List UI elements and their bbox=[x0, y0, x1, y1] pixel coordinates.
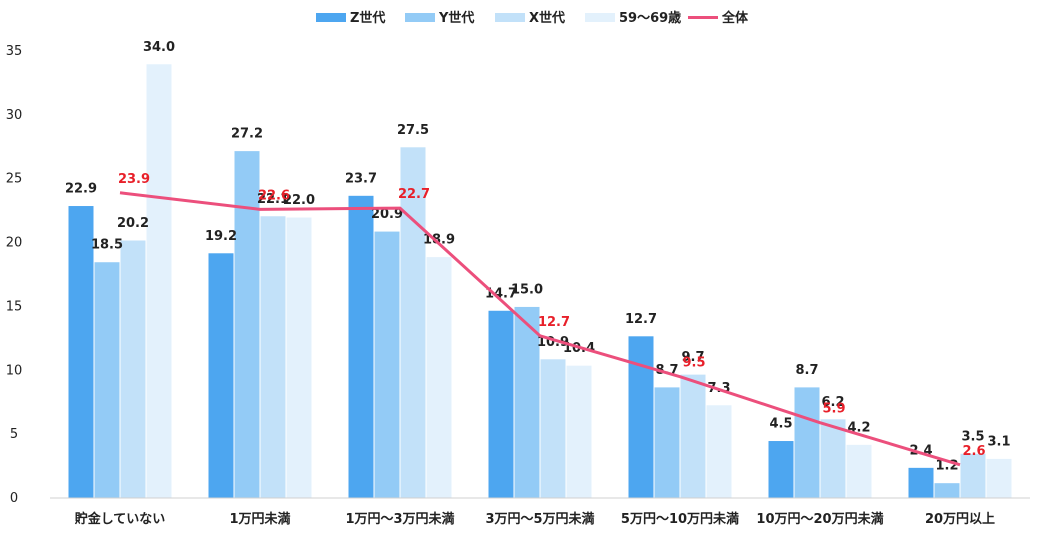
bar-value-label: 20.2 bbox=[117, 216, 149, 231]
bar-value-label: 3.5 bbox=[961, 429, 984, 444]
x-category-label: 20万円以上 bbox=[925, 512, 995, 527]
total-series-line bbox=[119, 191, 961, 467]
bar bbox=[373, 230, 401, 499]
bar-value-label: 20.9 bbox=[371, 207, 403, 222]
bar-value-label: 22.9 bbox=[65, 182, 97, 197]
bar-value-label: 6.2 bbox=[821, 395, 844, 410]
x-category-label: 5万円～10万円未満 bbox=[621, 511, 739, 527]
legend: Z世代 Y世代 X世代 59～69歳 全体 bbox=[316, 10, 749, 26]
bar-value-label: 19.2 bbox=[205, 229, 237, 244]
bar-value-label: 22.0 bbox=[283, 193, 315, 208]
bar-value-label: 22.1 bbox=[257, 192, 289, 207]
bar-value-label: 27.5 bbox=[397, 123, 429, 138]
total-value-label: 2.6 bbox=[962, 444, 985, 459]
bar bbox=[259, 215, 287, 499]
bar bbox=[705, 404, 733, 499]
y-tick-label: 35 bbox=[6, 44, 23, 59]
bar bbox=[399, 146, 427, 499]
bar bbox=[565, 364, 593, 499]
bar-value-label: 15.0 bbox=[511, 282, 543, 297]
legend-swatch bbox=[495, 13, 525, 22]
bar-value-label: 4.5 bbox=[769, 417, 792, 432]
legend-entry: Y世代 bbox=[438, 10, 474, 26]
total-value-label: 5.9 bbox=[822, 402, 845, 417]
y-tick-label: 5 bbox=[10, 427, 18, 442]
bar-value-label: 8.7 bbox=[795, 363, 818, 378]
x-category-label: 3万円～5万円未満 bbox=[485, 511, 594, 527]
bar bbox=[907, 466, 935, 499]
bar bbox=[985, 457, 1013, 499]
total-value-label: 22.7 bbox=[398, 187, 430, 202]
bar bbox=[933, 482, 961, 499]
bar-value-label: 3.1 bbox=[987, 434, 1010, 449]
legend-entry: X世代 bbox=[529, 10, 565, 26]
legend-entry: 全体 bbox=[721, 10, 749, 26]
bar-value-label: 9.7 bbox=[681, 350, 704, 365]
bar bbox=[653, 386, 681, 499]
bar-value-label: 23.7 bbox=[345, 171, 377, 186]
bar bbox=[627, 335, 655, 499]
bar bbox=[487, 309, 515, 499]
bar-value-label: 27.2 bbox=[231, 127, 263, 142]
y-tick-label: 0 bbox=[10, 491, 18, 506]
legend-swatch bbox=[316, 13, 346, 22]
x-category-label: 10万円～20万円未満 bbox=[756, 511, 883, 527]
bar-value-label: 18.5 bbox=[91, 238, 123, 253]
legend-entry: 59～69歳 bbox=[619, 10, 681, 26]
bar bbox=[347, 194, 375, 499]
x-category-label: 貯金していない bbox=[75, 511, 166, 527]
bar-value-label: 12.7 bbox=[625, 312, 657, 327]
total-value-label: 23.9 bbox=[118, 172, 150, 187]
total-value-label: 12.7 bbox=[538, 315, 570, 330]
bar bbox=[539, 358, 567, 499]
legend-swatch bbox=[405, 13, 435, 22]
bar bbox=[959, 452, 987, 499]
x-category-label: 1万円未満 bbox=[229, 511, 290, 527]
y-tick-label: 30 bbox=[6, 108, 23, 123]
bar bbox=[513, 305, 541, 499]
legend-swatch bbox=[585, 13, 615, 22]
y-axis: 0 5 10 15 20 25 30 35 bbox=[6, 44, 23, 506]
y-tick-label: 15 bbox=[6, 299, 23, 314]
y-tick-label: 10 bbox=[6, 363, 23, 378]
y-tick-label: 20 bbox=[6, 236, 23, 251]
bar bbox=[767, 440, 795, 499]
total-line: 23.9 22.6 22.7 12.7 9.5 5.9 2.6 bbox=[118, 172, 986, 467]
total-value-label: 9.5 bbox=[682, 356, 705, 371]
bar bbox=[425, 256, 453, 499]
bar bbox=[145, 63, 173, 499]
legend-entry: Z世代 bbox=[350, 10, 385, 26]
bar-labels: 22.9 18.5 20.2 34.0 19.2 27.2 22.122.0 23.7 20.9… bbox=[65, 40, 1011, 474]
bar bbox=[93, 261, 121, 499]
bar bbox=[793, 386, 821, 499]
bar bbox=[679, 373, 707, 499]
total-value-label: 22.6 bbox=[258, 188, 290, 203]
x-category-label: 1万円～3万円未満 bbox=[345, 511, 454, 527]
bar bbox=[207, 252, 235, 499]
y-tick-label: 25 bbox=[6, 172, 23, 187]
x-axis: 貯金していない 1万円未満 1万円～3万円未満 3万円～5万円未満 5万円～10万円未満… bbox=[50, 497, 1030, 527]
bar bbox=[845, 443, 873, 499]
bar-value-label: 34.0 bbox=[143, 40, 175, 55]
bar bbox=[285, 216, 313, 499]
bars bbox=[67, 63, 1013, 499]
bar-value-label: 14.7 bbox=[485, 286, 517, 301]
bar bbox=[119, 239, 147, 499]
